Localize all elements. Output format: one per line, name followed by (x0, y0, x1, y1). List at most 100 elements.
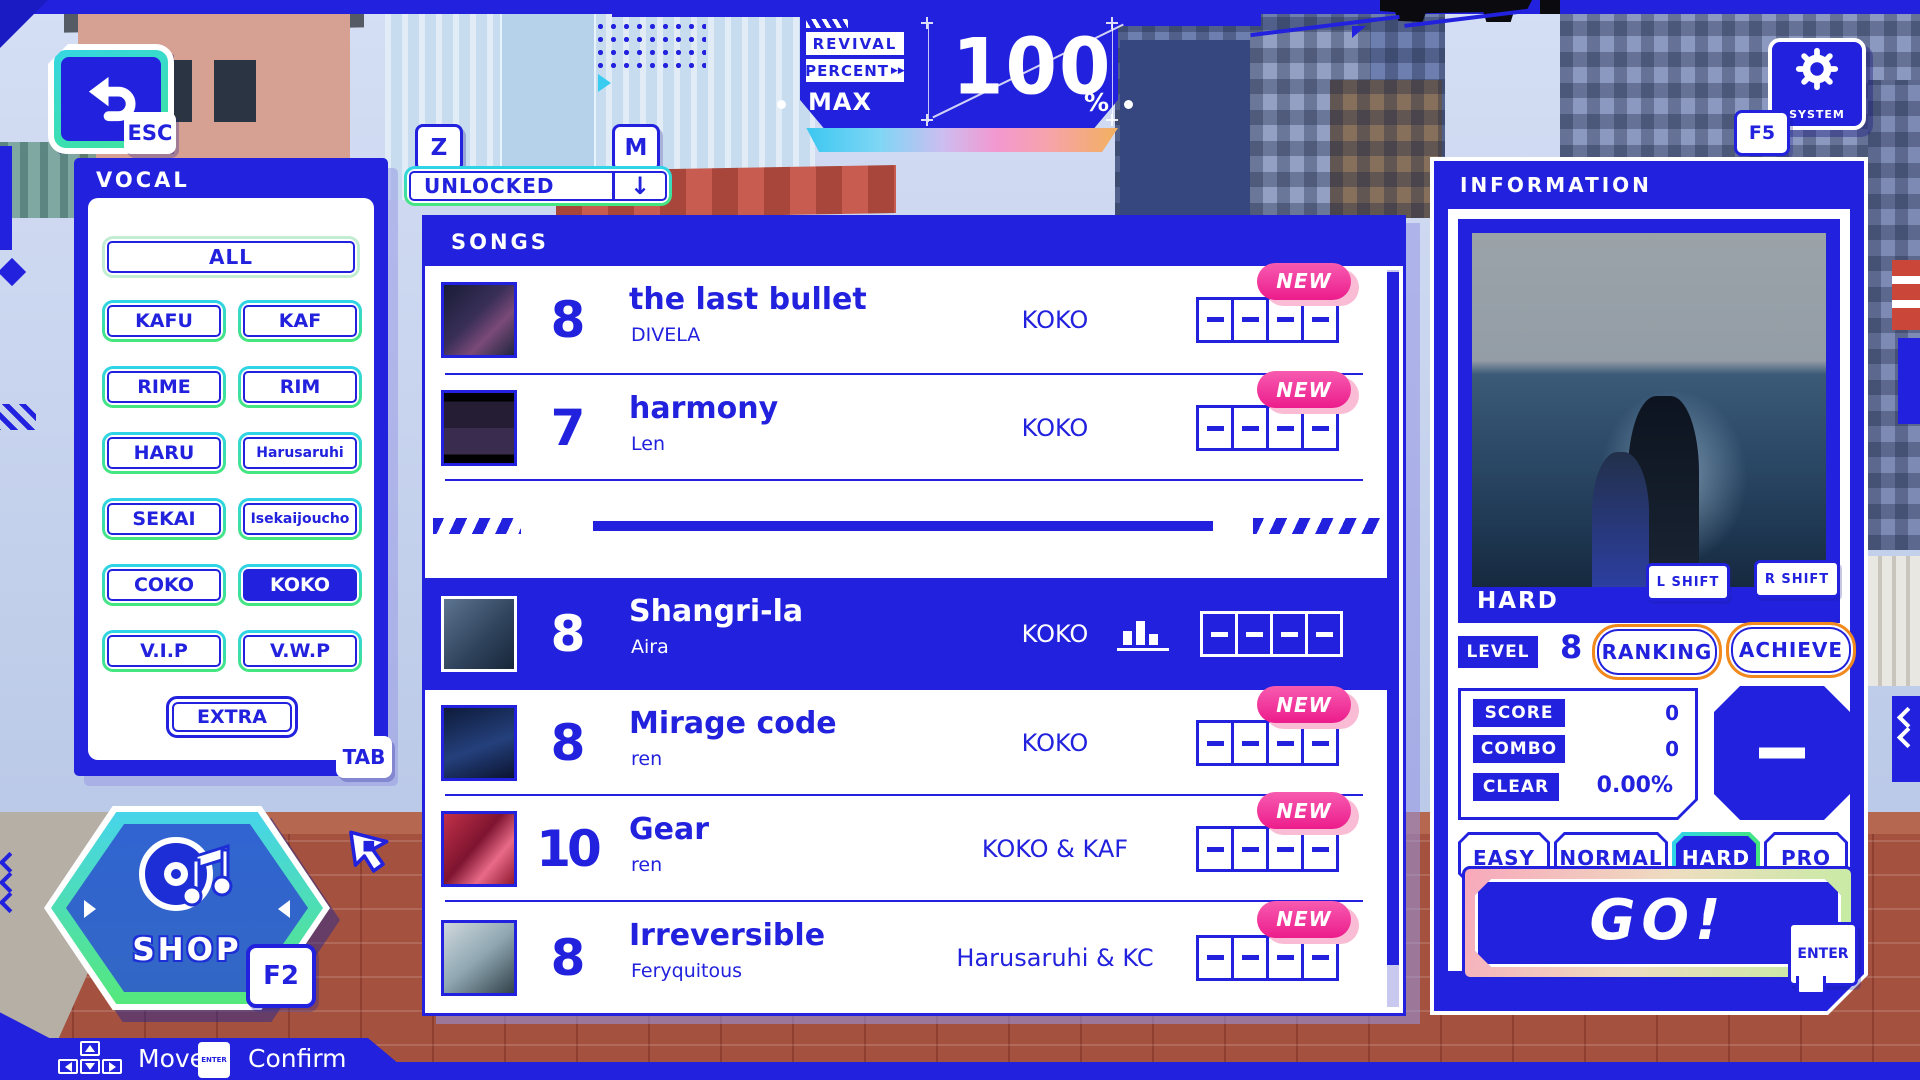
vocal-label: Harusaruhi (256, 445, 344, 461)
songs-scrollbar-track[interactable] (1387, 270, 1399, 1007)
score-value: 0 (1665, 701, 1679, 725)
revival-label-badge: REVIVAL (806, 32, 904, 55)
banner-right-line (1116, 12, 1261, 26)
album-art (441, 390, 517, 466)
vocal-filter-vwp[interactable]: V.W.P (238, 630, 362, 672)
song-artist: ren (631, 748, 663, 770)
medal-box (1196, 405, 1234, 451)
z-key-badge: Z (415, 124, 463, 172)
gear-icon (1795, 47, 1839, 91)
vocal-filter-rim[interactable]: RIM (238, 366, 362, 408)
new-badge: NEW (1257, 262, 1359, 306)
song-row-irreversible[interactable]: 8 Irreversible Feryquitous Harusaruhi & … (425, 900, 1383, 1013)
ranking-label: RANKING (1601, 640, 1713, 664)
f2-key-label: F2 (263, 961, 299, 991)
percent-label: PERCENT (805, 61, 889, 80)
medal-box (1235, 611, 1273, 657)
songs-panel: SONGS 8 the last bullet DIVELA KOKO NEW … (422, 215, 1406, 1016)
vocal-filter-kaf[interactable]: KAF (238, 300, 362, 342)
diamond-decoration (0, 257, 27, 287)
bg-building-navy (1120, 40, 1250, 218)
bg-building-brown (1330, 80, 1442, 218)
song-row-the-last-bullet[interactable]: 8 the last bullet DIVELA KOKO NEW (425, 262, 1383, 373)
vocal-title: VOCAL (96, 168, 190, 192)
vocal-filter-sekai[interactable]: SEKAI (102, 498, 226, 540)
medal-box (1196, 296, 1234, 343)
left-arrow-icon (84, 900, 96, 918)
song-row-mirage-code[interactable]: 8 Mirage code ren KOKO NEW (425, 686, 1383, 796)
vocal-label: KAFU (135, 310, 193, 332)
vocal-filter-vip[interactable]: V.I.P (102, 630, 226, 672)
arrow-left-key-icon (58, 1059, 78, 1074)
song-artist: Len (631, 433, 665, 455)
new-badge: NEW (1257, 686, 1359, 729)
vocal-filter-kafu[interactable]: KAFU (102, 300, 226, 342)
medal-box (1231, 934, 1269, 981)
medal-box (1305, 611, 1343, 657)
songs-scrollbar-thumb[interactable] (1387, 272, 1399, 965)
banner-vline (928, 24, 929, 122)
vocal-filter-koko-selected[interactable]: KOKO (238, 564, 362, 606)
song-row-shangri-la-selected[interactable]: 8 Shangri-la Aira KOKO (425, 578, 1387, 690)
revival-gradient-bar (806, 128, 1118, 152)
album-art (441, 919, 517, 996)
level-value: 8 (1560, 628, 1583, 666)
vocal-filter-coko[interactable]: COKO (102, 564, 226, 606)
plus-mark (921, 17, 933, 29)
percent-label-badge: PERCENT ▶▶ (805, 59, 905, 82)
esc-key-label: ESC (127, 121, 173, 145)
song-row-harmony[interactable]: 7 harmony Len KOKO NEW (425, 371, 1383, 481)
banner-vline (1112, 24, 1113, 122)
song-title: harmony (629, 391, 779, 426)
vocal-filter-extra[interactable]: EXTRA (166, 696, 298, 738)
vocal-filter-haru[interactable]: HARU (102, 432, 226, 474)
medal-boxes: NEW (1196, 371, 1359, 451)
unlock-filter-dropdown[interactable]: UNLOCKED ↓ (404, 166, 672, 206)
medal-box (1196, 934, 1234, 981)
vocal-label: RIM (279, 376, 321, 398)
go-label: GO! (1589, 887, 1727, 953)
esc-key-badge: ESC (124, 112, 176, 154)
clear-chip: CLEAR (1473, 773, 1559, 801)
achieve-button[interactable]: ACHIEVE (1726, 622, 1856, 678)
enter-key-label: ENTER (1797, 946, 1849, 962)
row-divider (445, 373, 1363, 375)
f5-key-label: F5 (1748, 122, 1776, 144)
back-arrow-icon (88, 76, 136, 122)
row-divider (445, 479, 1363, 481)
vocal-list (88, 198, 374, 760)
arrow-down-key-icon (80, 1059, 100, 1074)
vocal-label: Isekaijoucho (250, 511, 350, 527)
edge-block-chevrons (1892, 696, 1920, 782)
logo-glitch-fragment (1540, 0, 1560, 14)
vocal-filter-all[interactable]: ALL (102, 236, 360, 278)
cyan-arrow-decoration (598, 74, 611, 92)
song-level: 8 (550, 928, 586, 987)
song-title: Shangri-la (629, 594, 804, 629)
r-shift-key-badge: R SHIFT (1754, 560, 1840, 598)
banner-left-line (612, 12, 802, 17)
vocal-label: V.W.P (269, 640, 331, 662)
score-box: SCORE 0 COMBO 0 CLEAR 0.00% (1461, 691, 1695, 817)
vocal-filter-harusaruhi[interactable]: Harusaruhi (238, 432, 362, 474)
dropdown-arrow-icon: ↓ (629, 172, 651, 200)
revival-label: REVIVAL (812, 34, 898, 53)
medal-box (1196, 720, 1234, 766)
ranking-button[interactable]: RANKING (1592, 624, 1722, 680)
tab-key-label: TAB (342, 745, 386, 769)
record-music-icon (139, 837, 233, 911)
song-art-figure (1592, 452, 1649, 587)
vocal-filter-isekaijoucho[interactable]: Isekaijoucho (238, 498, 362, 540)
combo-label: COMBO (1480, 739, 1558, 759)
song-vocalist: KOKO & KAF (981, 835, 1129, 863)
difficulty-band-label: HARD (1477, 588, 1559, 614)
medal-boxes (1200, 611, 1343, 657)
plus-mark (921, 114, 933, 126)
clear-value: 0.00% (1596, 773, 1673, 798)
combo-value: 0 (1665, 737, 1679, 761)
album-art (441, 705, 517, 781)
cursor-icon (349, 830, 389, 873)
song-row-gear[interactable]: 10 Gear ren KOKO & KAF NEW (425, 792, 1383, 902)
vocal-filter-rime[interactable]: RIME (102, 366, 226, 408)
